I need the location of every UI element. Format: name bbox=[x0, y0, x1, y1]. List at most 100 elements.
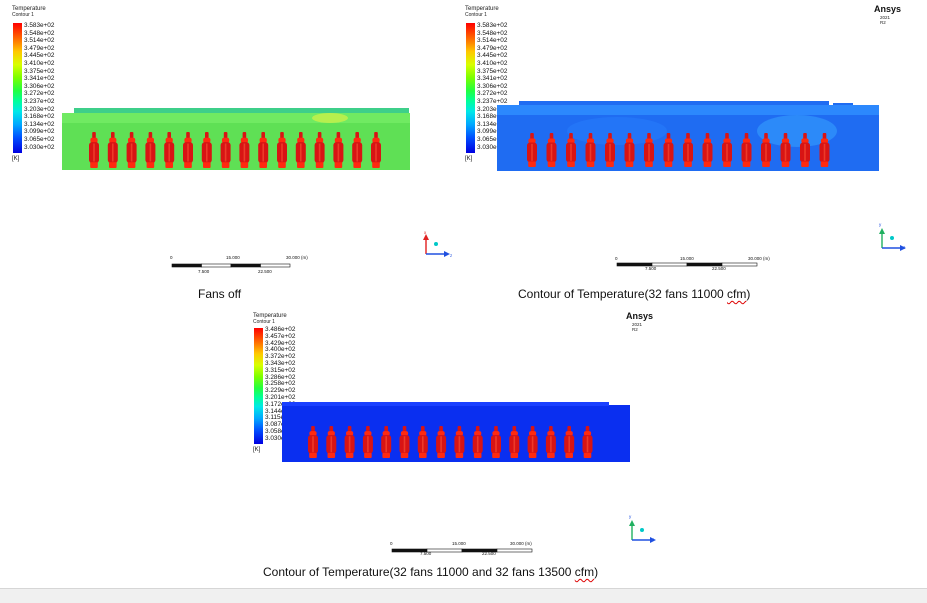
legend-value: 3.144e+02 bbox=[265, 407, 296, 415]
legend-value: 3.030e+02 bbox=[24, 143, 55, 151]
fan-unit bbox=[761, 133, 771, 167]
fan-unit bbox=[201, 132, 212, 168]
legend-value: 3.030e+02 bbox=[265, 434, 296, 442]
axis-label-z: z bbox=[450, 253, 453, 258]
fan-unit bbox=[722, 133, 732, 167]
fan-unit bbox=[566, 133, 576, 167]
scale-tick-15: 15.000 bbox=[452, 541, 466, 546]
scale-tick-7-5: 7.500 bbox=[645, 266, 657, 271]
legend-unit: [K] bbox=[253, 447, 261, 453]
axis-label-z: z bbox=[903, 245, 906, 250]
legend-value: 3.410e+02 bbox=[477, 60, 508, 67]
fan-unit bbox=[126, 132, 137, 168]
legend-value: 3.134e+02 bbox=[24, 120, 55, 128]
caption-fans-11000: Contour of Temperature(32 fans 11000 cfm… bbox=[518, 287, 750, 301]
fan-unit bbox=[220, 132, 231, 168]
window-bottom-strip bbox=[0, 588, 927, 603]
fan-unit bbox=[527, 133, 537, 167]
scale-tick-15: 15.000 bbox=[226, 255, 240, 260]
scale-tick-15: 15.000 bbox=[680, 256, 694, 261]
legend-subtitle: Contour 1 bbox=[12, 12, 34, 18]
fan-unit bbox=[454, 426, 465, 458]
scale-tick-7-5: 7.500 bbox=[198, 269, 210, 274]
legend-value: 3.237e+02 bbox=[24, 98, 55, 105]
legend-title: Temperature bbox=[253, 313, 287, 319]
fan-unit bbox=[683, 133, 693, 167]
legend-value: 3.201e+02 bbox=[265, 394, 296, 401]
fan-unit bbox=[527, 426, 538, 458]
fan-unit bbox=[564, 426, 575, 458]
caption-spellcheck-word: cfm bbox=[727, 287, 747, 301]
legend-value: 3.548e+02 bbox=[24, 29, 55, 37]
legend-value: 3.203e+02 bbox=[24, 105, 55, 113]
legend-value: 3.375e+02 bbox=[477, 67, 508, 75]
fan-unit bbox=[258, 132, 269, 168]
scale-tick-22-5: 22.500 bbox=[712, 266, 726, 271]
fan-unit bbox=[509, 426, 520, 458]
legend-value: 3.229e+02 bbox=[265, 387, 296, 395]
fan-unit bbox=[399, 426, 410, 458]
legend-value: 3.479e+02 bbox=[24, 44, 55, 52]
legend-subtitle: Contour 1 bbox=[465, 12, 487, 18]
legend-value: 3.168e+02 bbox=[477, 113, 508, 121]
fan-unit bbox=[663, 133, 674, 167]
scale-tick-0: 0 bbox=[170, 255, 173, 260]
legend-title: Temperature bbox=[465, 6, 499, 12]
scale-tick-30: 30.000 (m) bbox=[748, 256, 770, 261]
fan-unit bbox=[183, 132, 193, 168]
fan-unit bbox=[145, 132, 156, 168]
legend-value: 3.341e+02 bbox=[477, 75, 508, 83]
legend-unit: [K] bbox=[465, 156, 473, 162]
legend-value: 3.272e+02 bbox=[24, 90, 55, 98]
fan-unit bbox=[644, 133, 654, 167]
axis-triad-icon bbox=[629, 520, 656, 543]
legend-value: 3.203e+02 bbox=[477, 105, 508, 113]
fan-unit bbox=[371, 132, 381, 168]
fan-unit bbox=[780, 133, 791, 167]
axis-label-x: x bbox=[424, 230, 427, 235]
scale-tick-0: 0 bbox=[615, 256, 618, 261]
fan-unit bbox=[545, 426, 556, 458]
scale-tick-22-5: 22.500 bbox=[482, 551, 496, 556]
scale-tick-30: 30.000 (m) bbox=[510, 541, 532, 546]
legend-value: 3.030e+02 bbox=[477, 143, 508, 151]
legend-value: 3.372e+02 bbox=[265, 353, 296, 361]
legend-value: 3.306e+02 bbox=[477, 82, 508, 90]
scale-bar bbox=[391, 548, 533, 553]
legend-value: 3.058e+02 bbox=[265, 428, 296, 435]
legend-value: 3.168e+02 bbox=[24, 113, 55, 121]
legend-value: 3.134e+02 bbox=[477, 120, 508, 128]
legend-value: 3.457e+02 bbox=[265, 332, 296, 340]
legend-value: 3.272e+02 bbox=[477, 90, 508, 98]
fan-unit bbox=[326, 426, 337, 458]
ansys-version: 2021 R2 bbox=[880, 15, 891, 25]
fan-unit bbox=[89, 132, 99, 168]
legend-value: 3.065e+02 bbox=[24, 136, 55, 143]
legend-value: 3.306e+02 bbox=[24, 82, 55, 90]
caption-tail: ) bbox=[594, 565, 599, 579]
scale-tick-22-5: 22.500 bbox=[258, 269, 272, 274]
scale-bar bbox=[616, 262, 758, 267]
caption-spellcheck-word: cfm bbox=[574, 565, 595, 579]
ansys-version: 2021 R2 bbox=[632, 322, 643, 332]
ansys-logo: Ansys bbox=[874, 4, 902, 14]
legend-value: 3.115e+02 bbox=[265, 414, 295, 422]
legend-value: 3.429e+02 bbox=[265, 339, 296, 347]
fan-unit bbox=[800, 133, 810, 167]
fan-unit bbox=[582, 426, 593, 458]
legend-value: 3.237e+02 bbox=[477, 98, 508, 105]
legend-value: 3.065e+02 bbox=[477, 136, 508, 143]
legend-title: Temperature bbox=[12, 6, 46, 12]
caption-tail: ) bbox=[746, 287, 751, 301]
axis-label-z: z bbox=[652, 537, 655, 542]
fan-unit bbox=[546, 133, 557, 167]
legend-value: 3.514e+02 bbox=[477, 37, 508, 45]
legend-value: 3.341e+02 bbox=[24, 75, 55, 83]
legend-value: 3.486e+02 bbox=[265, 326, 296, 333]
legend-subtitle: Contour 1 bbox=[253, 319, 275, 325]
caption-text: Contour of Temperature(32 fans 11000 and… bbox=[263, 565, 575, 579]
scale-tick-30: 30.000 (m) bbox=[286, 255, 308, 260]
legend-value: 3.583e+02 bbox=[477, 22, 508, 29]
legend-value: 3.315e+02 bbox=[265, 366, 296, 374]
fan-unit bbox=[381, 426, 392, 458]
